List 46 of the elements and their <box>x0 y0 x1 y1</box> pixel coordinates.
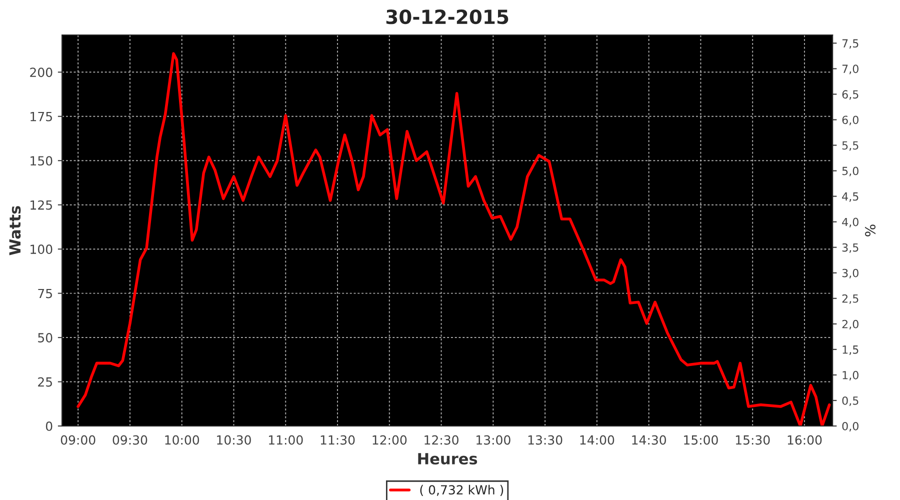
y2-tick-label: 4,0 <box>842 218 858 228</box>
x-tick-label: 09:00 <box>60 435 96 445</box>
x-tick-label: 12:00 <box>372 435 407 445</box>
y2-tick-label: 7,0 <box>842 64 858 74</box>
x-tick-label: 11:30 <box>320 435 355 445</box>
y-tick-label: 25 <box>38 377 52 387</box>
x-tick-label: 11:00 <box>268 435 303 445</box>
y2-tick-label: 1,5 <box>842 346 858 355</box>
y-tick-label: 100 <box>30 244 52 254</box>
line-series <box>76 52 831 426</box>
y2-tick-label: 0,0 <box>842 422 858 432</box>
y2-tick-label: 2,5 <box>842 294 858 304</box>
x-tick-label: 12:30 <box>424 435 458 445</box>
y-tick-label: 75 <box>38 288 52 298</box>
x-tick-label: 13:00 <box>476 435 510 445</box>
y2-tick-label: 5,0 <box>842 166 858 176</box>
x-tick-label: 13:30 <box>528 435 562 445</box>
y2-tick-label: 6,0 <box>842 116 858 126</box>
y-tick-label: 200 <box>30 68 52 78</box>
y2-tick-label: 6,5 <box>842 90 858 100</box>
x-tick-label: 09:30 <box>112 435 148 445</box>
x-tick-label: 15:00 <box>684 435 718 445</box>
x-tick-label: 10:30 <box>217 435 251 445</box>
y-tick-label: 150 <box>30 156 52 166</box>
y-tick-label: 125 <box>30 200 52 210</box>
x-tick-label: 10:00 <box>165 435 200 445</box>
y2-tick-label: 3,0 <box>842 268 858 278</box>
y2-tick-label: 1,0 <box>842 370 858 380</box>
y-tick-label: 0 <box>46 421 52 431</box>
y2-tick-label: 4,5 <box>842 192 858 202</box>
y2-tick-label: 7,5 <box>842 39 858 49</box>
x-tick-label: 16:00 <box>788 435 822 445</box>
y-tick-label: 50 <box>38 333 52 342</box>
y2-tick-label: 5,5 <box>842 141 858 151</box>
y2-tick-label: 3,5 <box>842 243 858 253</box>
y-tick-label: 175 <box>30 112 52 122</box>
x-tick-label: 14:00 <box>580 435 614 445</box>
y2-axis-title: % <box>865 224 876 236</box>
y2-tick-label: 0,5 <box>842 396 858 406</box>
chart-title: 30-12-2015 <box>386 9 508 24</box>
x-axis-title: Heures <box>418 453 478 465</box>
x-tick-label: 15:30 <box>736 435 770 445</box>
y-axis-title: Watts <box>9 206 21 256</box>
x-tick-label: 14:30 <box>632 435 666 445</box>
legend-label: ( 0,732 kWh ) <box>420 484 504 496</box>
y2-tick-label: 2,0 <box>842 320 858 330</box>
